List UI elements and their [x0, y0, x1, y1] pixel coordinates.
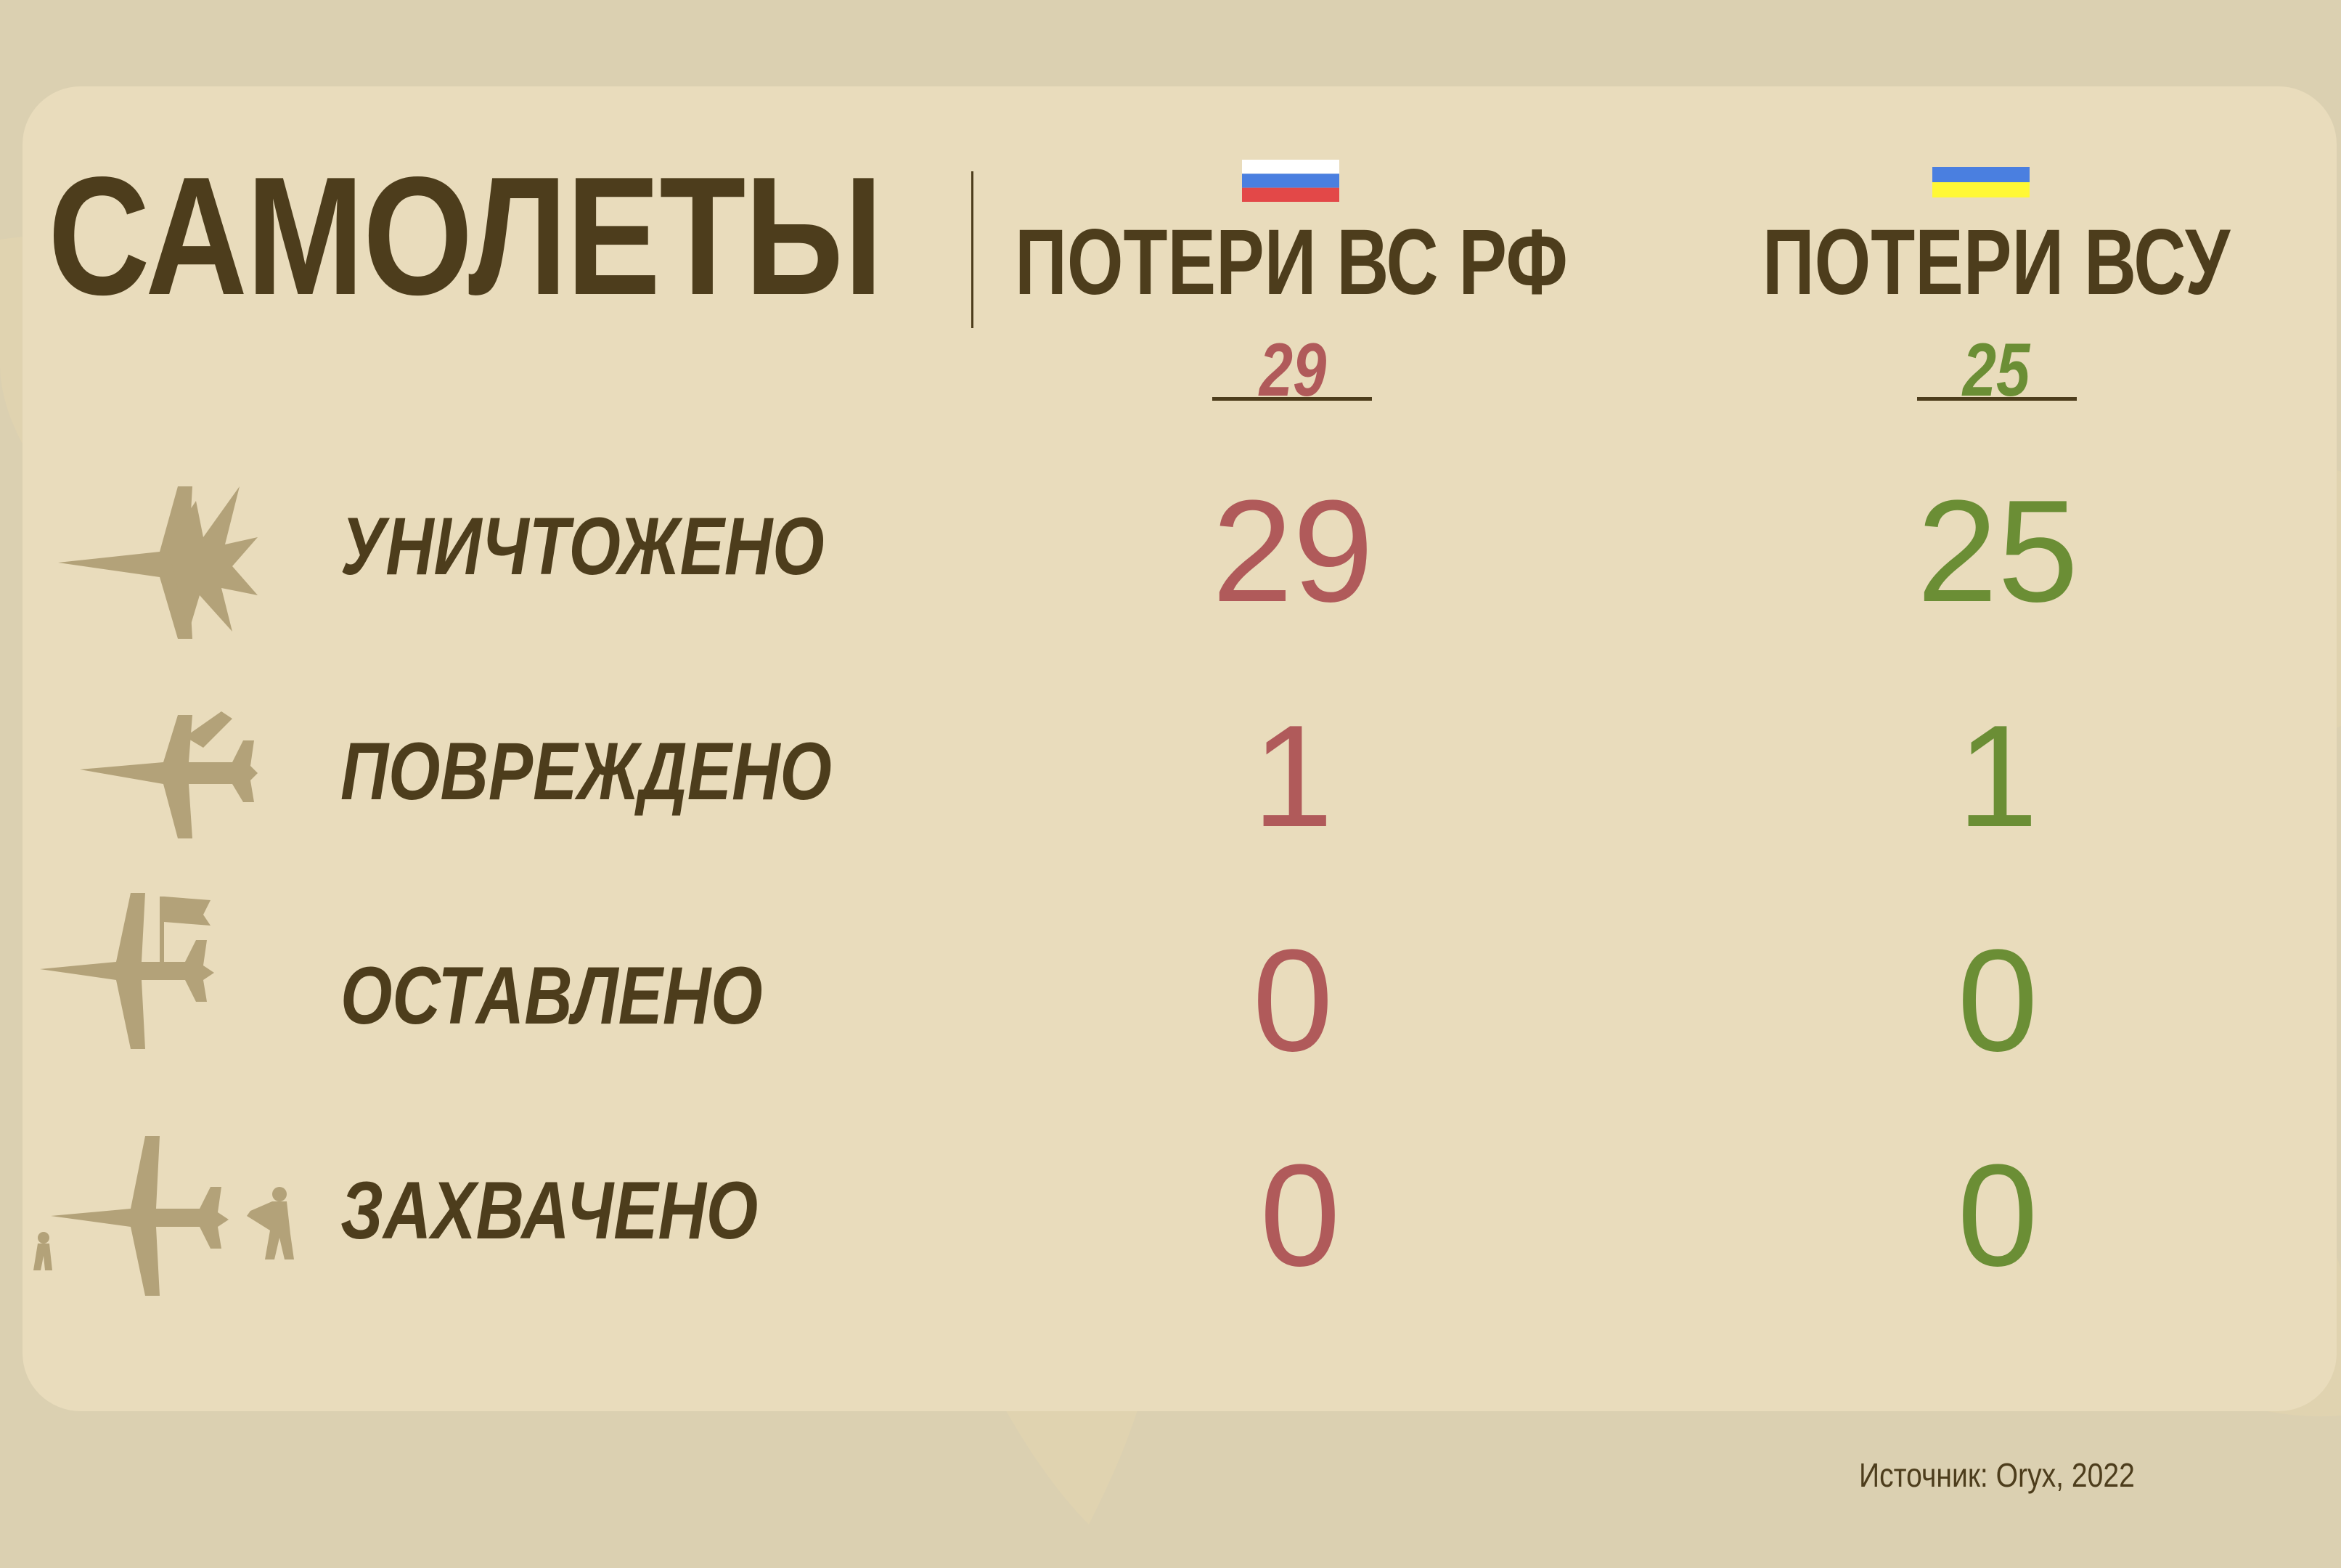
ukraine-abandoned-value: 0	[1957, 920, 2038, 1082]
damaged-plane-icon	[80, 711, 258, 838]
row-label-abandoned: ОСТАВЛЕНО	[340, 950, 763, 1041]
abandoned-plane-icon	[40, 893, 214, 1049]
russia-total-underline	[1212, 397, 1372, 401]
row-label-damaged: ПОВРЕЖДЕНО	[340, 726, 832, 817]
russia-total: 29	[1259, 328, 1327, 412]
title-divider	[971, 171, 973, 328]
row-label-captured: ЗАХВАЧЕНО	[340, 1165, 759, 1256]
captured-plane-icon	[33, 1136, 294, 1296]
ukraine-total: 25	[1962, 328, 2030, 412]
russia-captured-value: 0	[1259, 1135, 1341, 1297]
ukraine-total-underline	[1917, 397, 2077, 401]
russia-destroyed-value: 29	[1212, 470, 1374, 632]
russia-abandoned-value: 0	[1252, 920, 1333, 1082]
destroyed-plane-icon	[58, 486, 258, 639]
russia-damaged-value: 1	[1252, 695, 1333, 857]
ukraine-flag-icon	[1932, 167, 2030, 197]
ukraine-captured-value: 0	[1957, 1135, 2038, 1297]
ukraine-losses-header: ПОТЕРИ ВСУ	[1762, 211, 2231, 314]
page-title: САМОЛЕТЫ	[48, 142, 883, 330]
ukraine-destroyed-value: 25	[1916, 470, 2079, 632]
russia-flag-icon	[1242, 160, 1339, 202]
content-card	[23, 86, 2337, 1411]
source-note: Источник: Oryx, 2022	[1859, 1456, 2135, 1494]
russia-losses-header: ПОТЕРИ ВС РФ	[1015, 211, 1568, 314]
row-label-destroyed: УНИЧТОЖЕНО	[340, 501, 825, 592]
ukraine-damaged-value: 1	[1957, 695, 2038, 857]
